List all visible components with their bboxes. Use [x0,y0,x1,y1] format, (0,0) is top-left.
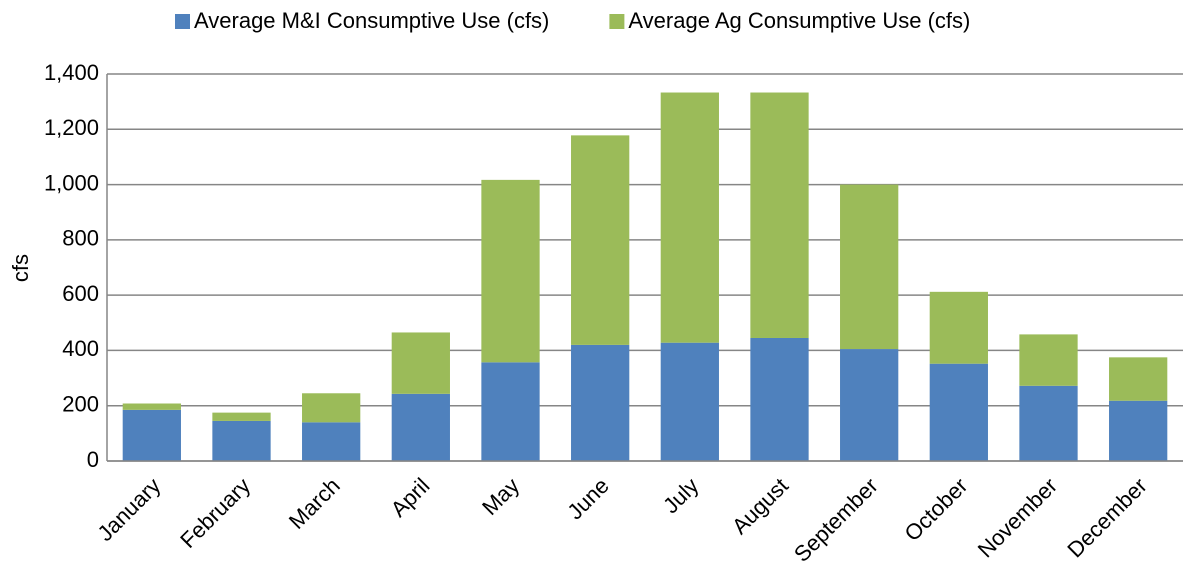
x-tick-label: September [789,473,883,567]
bar-segment [840,184,899,350]
x-tick-label: June [562,473,613,524]
x-tick-label: February [175,473,255,553]
x-tick-label: July [658,473,703,518]
bar-segment [481,362,540,461]
bar-segment [1109,357,1168,401]
x-tick-label: November [973,473,1062,562]
bar-segment [122,409,181,461]
bar-segment [750,92,809,338]
bar-segment [660,342,719,461]
bar-segment [929,363,988,461]
y-tick-label: 800 [62,226,99,251]
y-tick-label: 1,000 [44,170,99,195]
bar-segment [391,393,450,461]
bar-segment [750,337,809,461]
y-tick-label: 1,400 [44,60,99,85]
bar-segment [571,344,630,461]
bar-segment [929,291,988,364]
legend-swatch [175,14,190,29]
y-tick-label: 200 [62,392,99,417]
legend-swatch [609,14,625,29]
bar-segment [1019,385,1078,461]
x-tick-label: October [899,473,972,546]
y-tick-label: 1,200 [44,115,99,140]
bar-segment [840,349,899,461]
x-tick-label: August [727,473,793,539]
bar-segment [1019,334,1078,386]
x-tick-label: April [386,473,435,522]
bar-segment [302,422,361,461]
bar-segment [1109,400,1168,461]
bar-segment [302,393,361,423]
bar-segment [660,92,719,343]
legend-label: Average M&I Consumptive Use (cfs) [194,8,549,33]
bar-segment [391,332,450,394]
x-tick-label: March [284,473,345,534]
legend-label: Average Ag Consumptive Use (cfs) [628,8,970,33]
bar-segment [212,412,271,421]
y-tick-label: 0 [87,447,99,472]
x-tick-label: January [92,473,165,546]
bar-segment [212,420,271,461]
x-tick-label: December [1062,473,1151,562]
y-axis-label: cfs [8,254,33,282]
bar-segment [571,135,630,345]
bar-segment [481,179,540,363]
x-tick-label: May [477,473,524,520]
y-tick-label: 600 [62,281,99,306]
bar-segment [122,403,181,410]
y-tick-label: 400 [62,336,99,361]
